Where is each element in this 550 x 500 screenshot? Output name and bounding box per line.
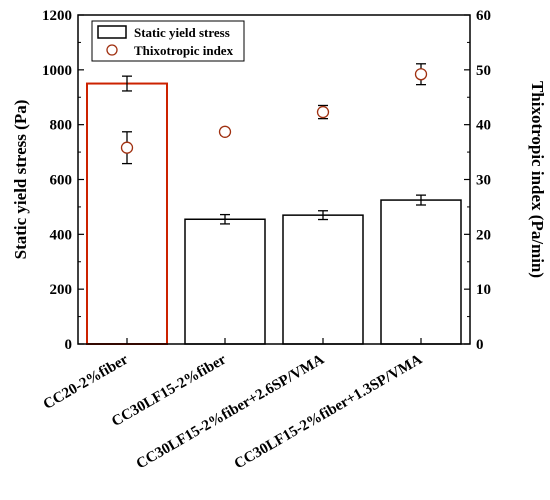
x-tick-label: CC30LF15-2%fiber+2.6SP/VMA — [134, 352, 327, 473]
y-tick-label: 600 — [50, 173, 73, 189]
y-tick-label: 400 — [50, 227, 73, 243]
y-tick-label: 0 — [65, 337, 73, 353]
category-labels: CC20-2%fiberCC30LF15-2%fiberCC30LF15-2%f… — [41, 338, 425, 472]
legend-label-static-yield-stress: Static yield stress — [134, 25, 230, 40]
bar-series — [86, 75, 462, 346]
bar — [86, 82, 168, 346]
y2-tick-label: 20 — [476, 227, 491, 243]
y2-tick-label: 60 — [476, 8, 491, 24]
bar — [380, 199, 462, 345]
y2-tick-label: 40 — [476, 118, 491, 134]
left-axis-ticks: 0 200 400 600 800 1000 1200 — [42, 8, 84, 353]
bar — [184, 218, 266, 345]
legend-marker-thixotropic-index — [106, 44, 118, 56]
plot-frame — [77, 14, 471, 345]
x-tick-label: CC30LF15-2%fiber+1.3SP/VMA — [232, 352, 425, 473]
data-point — [120, 141, 134, 154]
legend-label-thixotropic-index: Thixotropic index — [134, 43, 234, 58]
y2-tick-label: 10 — [476, 282, 491, 298]
y2-tick-label: 0 — [476, 337, 484, 353]
y2-tick-label: 50 — [476, 63, 491, 79]
y-tick-label: 1000 — [42, 63, 72, 79]
y-tick-label: 200 — [50, 282, 73, 298]
data-point — [316, 105, 330, 119]
bar — [282, 214, 364, 345]
y2-axis-title: Thixotropic index (Pa/min) — [528, 81, 547, 278]
y-axis-title: Static yield stress (Pa) — [11, 100, 30, 260]
y2-tick-label: 30 — [476, 173, 491, 189]
data-point — [414, 68, 428, 81]
data-point — [218, 125, 232, 138]
x-tick-label: CC20-2%fiber — [41, 351, 132, 413]
legend-bar-swatch — [97, 25, 127, 39]
legend: Static yield stress Thixotropic index — [91, 20, 245, 62]
y-tick-label: 1200 — [42, 8, 72, 24]
y-tick-label: 800 — [50, 118, 73, 134]
scatter-series — [120, 63, 428, 165]
right-axis-ticks: 0 10 20 30 40 50 60 — [464, 8, 491, 353]
